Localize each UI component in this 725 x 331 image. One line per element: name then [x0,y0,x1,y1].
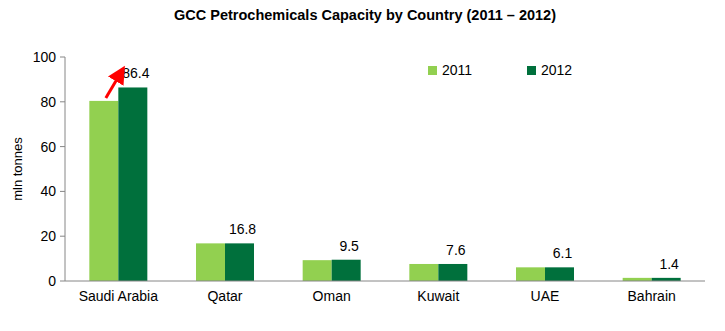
data-labels: 86.4 16.8 9.5 7.6 6.1 1.4 [122,65,679,271]
bar [516,267,545,281]
y-tick [60,236,65,237]
bar [118,87,147,281]
bar [409,264,438,281]
x-tick-label: Saudi Arabia [79,288,159,304]
data-label: 9.5 [339,238,359,254]
x-tick-label: Oman [313,288,351,304]
y-tick-label: 100 [33,49,57,65]
y-tick [60,281,65,282]
bars [89,87,680,281]
data-label: 6.1 [553,245,573,261]
y-tick-label: 20 [40,228,56,244]
y-tick-label: 60 [40,139,56,155]
bar [545,267,574,281]
y-tick-label: 0 [48,273,56,289]
legend-swatch [428,66,437,75]
x-tick-label: Bahrain [628,288,676,304]
annotation-arrow [106,73,121,97]
y-axis [65,57,66,281]
data-label: 7.6 [446,242,466,258]
chart-container: GCC Petrochemicals Capacity by Country (… [0,0,725,331]
y-tick [60,146,65,147]
data-label: 1.4 [659,256,679,272]
bar [303,260,332,281]
y-tick-label: 80 [40,94,56,110]
bar [89,101,118,281]
bar [332,260,361,281]
y-tick [60,191,65,192]
bar [438,264,467,281]
legend-label: 2011 [442,62,472,78]
chart-svg: GCC Petrochemicals Capacity by Country (… [0,0,725,331]
y-axis-label: mln tonnes [10,137,25,201]
y-tick [60,101,65,102]
x-tick-label: Kuwait [417,288,459,304]
y-tick-label: 40 [40,183,56,199]
x-tick-label: UAE [531,288,560,304]
x-axis [65,281,705,282]
legend-swatch [527,66,536,75]
bar [225,243,254,281]
bar [196,243,225,281]
data-label: 86.4 [122,65,149,81]
legend-label: 2012 [541,62,572,78]
title: GCC Petrochemicals Capacity by Country (… [174,7,556,23]
x-tick-label: Qatar [207,288,242,304]
y-tick [60,57,65,58]
data-label: 16.8 [229,221,256,237]
